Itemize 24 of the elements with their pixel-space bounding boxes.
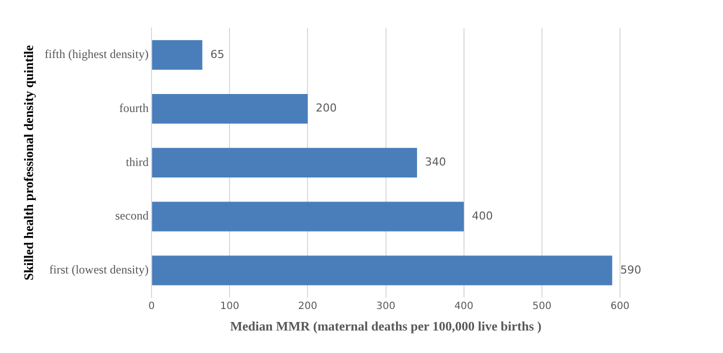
bar: [152, 148, 418, 178]
bar: [152, 40, 202, 70]
bar: [152, 94, 308, 124]
y-tick-label: third: [126, 154, 149, 169]
y-axis-title: Skilled health professional density quintile: [21, 44, 36, 280]
data-label: 200: [316, 102, 337, 115]
x-tick-label: 600: [610, 300, 630, 312]
data-label: 340: [425, 156, 446, 169]
y-tick-label: fourth: [119, 100, 149, 115]
x-tick-label: 400: [454, 300, 474, 312]
y-tick-label: first (lowest density): [49, 262, 149, 277]
y-tick-label: second: [115, 208, 149, 223]
x-tick-label: 300: [376, 300, 396, 312]
data-label: 590: [620, 263, 642, 276]
x-axis-title: Median MMR (maternal deaths per 100,000 live births ): [230, 318, 542, 334]
x-tick-label: 200: [298, 300, 318, 312]
y-tick-label: fifth (highest density): [44, 47, 149, 62]
data-label: 65: [210, 48, 224, 61]
bar: [152, 202, 464, 232]
x-tick-label: 100: [220, 300, 240, 312]
x-tick-label: 0: [148, 300, 155, 312]
x-tick-label: 500: [532, 300, 552, 312]
bar: [152, 256, 612, 286]
data-label: 400: [472, 209, 493, 222]
